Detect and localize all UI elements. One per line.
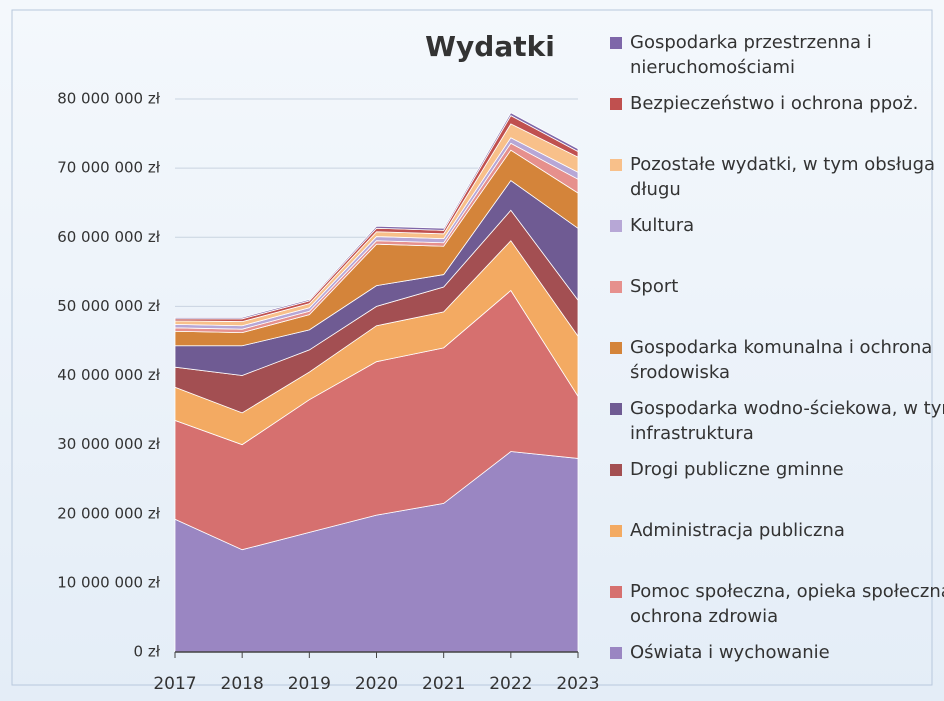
- legend-entry: Gospodarka przestrzenna i nieruchomościa…: [610, 30, 944, 80]
- legend-swatch: [610, 37, 622, 49]
- frame: [11, 9, 933, 686]
- y-tick-label: 10 000 000 zł: [57, 573, 161, 591]
- chart-title: Wydatki: [425, 30, 555, 63]
- legend-label: Administracja publiczna: [630, 520, 845, 541]
- legend-label: Gospodarka komunalna i ochrona środowisk…: [630, 337, 933, 383]
- y-tick-label: 30 000 000 zł: [57, 435, 161, 453]
- legend-label: Pomoc społeczna, opieka społeczna, ochro…: [630, 581, 944, 627]
- legend-swatch: [610, 525, 622, 537]
- legend-label: Bezpieczeństwo i ochrona ppoż.: [630, 93, 919, 114]
- legend-entry: Pozostałe wydatki, w tym obsługa długu: [610, 152, 944, 202]
- y-tick-label: 80 000 000 zł: [57, 90, 161, 108]
- x-tick-label: 2023: [556, 674, 599, 694]
- x-tick-label: 2020: [355, 674, 398, 694]
- area: [174, 112, 579, 320]
- x-tick-label: 2018: [221, 674, 264, 694]
- legend-label: Gospodarka przestrzenna i nieruchomościa…: [630, 32, 872, 78]
- legend-entry: Administracja publiczna: [610, 518, 944, 543]
- y-tick-label: 20 000 000 zł: [57, 504, 161, 522]
- legend-label: Oświata i wychowanie: [630, 642, 830, 663]
- legend-entry: Gospodarka komunalna i ochrona środowisk…: [610, 335, 944, 385]
- legend-entry: Kultura: [610, 213, 944, 238]
- legend-entry: Drogi publiczne gminne: [610, 457, 944, 482]
- legend-label: Pozostałe wydatki, w tym obsługa długu: [630, 154, 936, 200]
- y-tick-label: 40 000 000 zł: [57, 366, 161, 384]
- legend-swatch: [610, 281, 622, 293]
- y-tick-label: 70 000 000 zł: [57, 159, 161, 177]
- legend-entry: Bezpieczeństwo i ochrona ppoż.: [610, 91, 944, 116]
- legend-entry: Pomoc społeczna, opieka społeczna, ochro…: [610, 579, 944, 629]
- legend-swatch: [610, 647, 622, 659]
- legend-entry: Sport: [610, 274, 944, 299]
- legend-swatch: [610, 342, 622, 354]
- y-tick-label: 60 000 000 zł: [57, 228, 161, 246]
- legend-label: Kultura: [630, 215, 695, 236]
- legend-label: Gospodarka wodno-ściekowa, w tym infrast…: [630, 398, 944, 444]
- x-tick-label: 2017: [153, 674, 196, 694]
- legend-swatch: [610, 98, 622, 110]
- y-tick-label: 50 000 000 zł: [57, 297, 161, 315]
- legend-label: Drogi publiczne gminne: [630, 459, 844, 480]
- legend-swatch: [610, 464, 622, 476]
- x-tick-label: 2022: [489, 674, 532, 694]
- legend-swatch: [610, 159, 622, 171]
- legend-swatch: [610, 586, 622, 598]
- legend-entry: Gospodarka wodno-ściekowa, w tym infrast…: [610, 396, 944, 446]
- legend-swatch: [610, 220, 622, 232]
- legend-entry: Oświata i wychowanie: [610, 640, 944, 665]
- x-tick-label: 2019: [288, 674, 331, 694]
- legend-swatch: [610, 403, 622, 415]
- legend-label: Sport: [630, 276, 679, 297]
- y-tick-label: 0 zł: [134, 643, 161, 661]
- x-tick-label: 2021: [422, 674, 465, 694]
